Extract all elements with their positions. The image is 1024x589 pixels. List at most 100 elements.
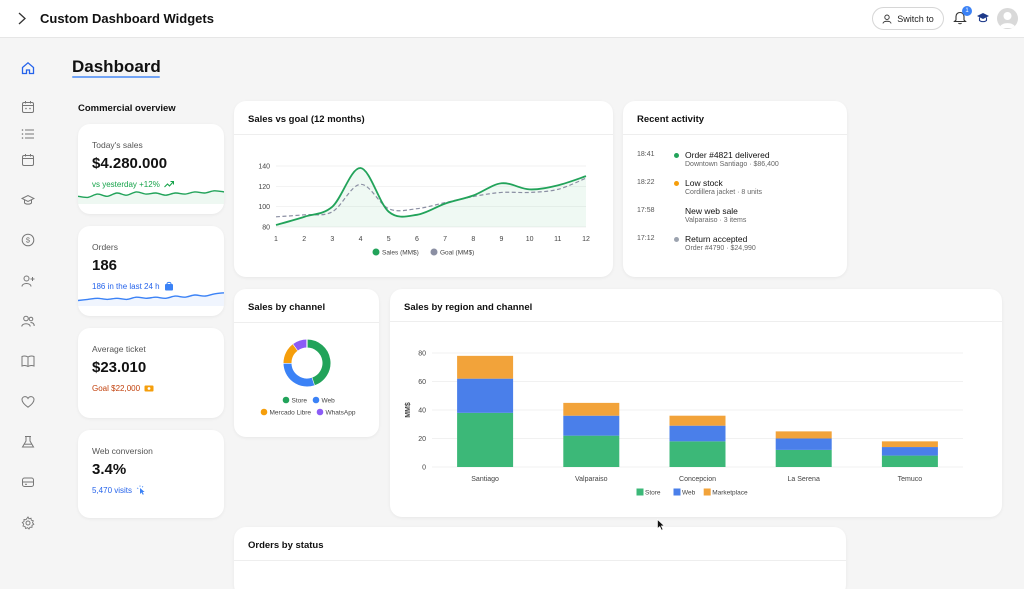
user-plus-icon[interactable]: [21, 274, 35, 288]
bar-segment: [775, 431, 832, 439]
trend-up-icon: [163, 180, 174, 188]
calendar-icon[interactable]: [21, 100, 35, 114]
legend-label: Mercado Libre: [270, 409, 312, 416]
bar-segment: [457, 412, 514, 467]
legend-marker: [282, 396, 290, 404]
gear-icon[interactable]: [21, 516, 35, 530]
top-bar: Custom Dashboard Widgets Switch to 1: [0, 0, 1024, 38]
sparkline: [78, 292, 224, 306]
sales-area: [276, 168, 586, 227]
activity-item[interactable]: 17:58 New web sale Valparaiso · 3 items: [637, 206, 837, 233]
flask-icon[interactable]: [21, 435, 35, 449]
activity-detail: Order #4790 · $24,990: [685, 245, 756, 252]
x-tick-label: 4: [359, 236, 363, 243]
y-tick-label: 100: [258, 204, 270, 211]
dollar-icon[interactable]: $: [21, 233, 35, 247]
notification-badge: 1: [962, 6, 972, 16]
activity-title: Order #4821 delivered: [685, 150, 770, 160]
kpi-label: Average ticket: [92, 344, 146, 354]
legend-label: Marketplace: [712, 490, 748, 497]
activity-item[interactable]: 18:22 Low stock Cordillera jacket · 8 un…: [637, 178, 837, 205]
sales-vs-goal-card: Sales vs goal (12 months) 80 100 120 140 1 2 3…: [234, 101, 613, 277]
y-axis-label: MM$: [405, 402, 412, 418]
sparkline: [78, 190, 224, 204]
x-tick-label: 6: [415, 236, 419, 243]
list-icon[interactable]: [21, 127, 35, 141]
bar-segment: [881, 455, 938, 467]
section-title: Commercial overview: [78, 103, 176, 114]
graduation-cap-icon[interactable]: [976, 11, 990, 25]
x-tick-label: Temuco: [898, 476, 923, 483]
shopping-bag-icon: [164, 281, 173, 291]
bar-segment: [563, 402, 620, 416]
database-icon[interactable]: [21, 475, 35, 489]
kpi-card-orders[interactable]: Orders 186 186 in the last 24 h: [78, 226, 224, 316]
activity-item[interactable]: 17:12 Return accepted Order #4790 · $24,…: [637, 234, 837, 261]
bar-segment: [457, 355, 514, 379]
legend-marker: [703, 488, 711, 496]
x-tick-label: Santiago: [471, 476, 499, 483]
kpi-sub-text: vs yesterday +12%: [92, 179, 160, 189]
kpi-card-web-conversion[interactable]: Web conversion 3.4% 5,470 visits: [78, 430, 224, 518]
kpi-sub: vs yesterday +12%: [92, 179, 174, 189]
x-tick-label: 9: [500, 236, 504, 243]
bar-segment: [881, 441, 938, 448]
activity-title: Return accepted: [685, 234, 748, 244]
graduation-cap-icon[interactable]: [21, 193, 35, 207]
calendar-alt-icon[interactable]: [21, 153, 35, 167]
legend-label: Store: [645, 490, 661, 497]
bar-segment: [775, 449, 832, 467]
x-tick-label: Valparaiso: [575, 476, 608, 483]
legend-label: WhatsApp: [326, 409, 356, 416]
users-icon[interactable]: [21, 314, 35, 328]
card-title: Sales by region and channel: [404, 302, 533, 313]
x-tick-label: 8: [471, 236, 475, 243]
legend-marker: [430, 248, 438, 256]
activity-time: 18:41: [637, 151, 655, 158]
kpi-sub: 5,470 visits: [92, 485, 146, 495]
kpi-card-todays-sales[interactable]: Today's sales $4.280.000 vs yesterday +1…: [78, 124, 224, 214]
sidebar-toggle-icon[interactable]: [17, 12, 27, 25]
kpi-card-average-ticket[interactable]: Average ticket $23.010 Goal $22,000: [78, 328, 224, 418]
kpi-sub: 186 in the last 24 h: [92, 281, 174, 291]
bar-segment: [669, 441, 726, 467]
legend-label: Goal (MM$): [440, 250, 474, 257]
divider: [234, 322, 379, 323]
y-tick-label: 80: [418, 351, 426, 358]
pie-slice: [283, 343, 299, 364]
switch-to-button[interactable]: Switch to: [872, 7, 944, 30]
y-tick-label: 60: [418, 379, 426, 386]
activity-detail: Cordillera jacket · 8 units: [685, 189, 763, 196]
x-tick-label: 12: [582, 236, 590, 243]
bell-icon[interactable]: [953, 10, 967, 25]
activity-item[interactable]: 18:41 Order #4821 delivered Downtown San…: [637, 150, 837, 177]
page-title-underline: [72, 76, 160, 78]
sales-by-region-chart: 0 20 40 60 80 MM$ Santiago Valparaiso Concepcion…: [405, 351, 963, 497]
activity-time: 17:58: [637, 207, 655, 214]
goal-line: [275, 177, 587, 218]
card-title: Sales by channel: [248, 302, 326, 313]
sales-by-channel-card: Sales by channel Store Web Mercado Libre Wh…: [234, 289, 379, 437]
user-icon: [882, 14, 892, 24]
heart-icon[interactable]: [21, 395, 35, 409]
card-title: Recent activity: [637, 114, 705, 125]
avatar[interactable]: [997, 8, 1018, 29]
legend-label: Web: [682, 490, 696, 497]
book-icon[interactable]: [21, 354, 35, 368]
sparkline-line: [78, 190, 224, 199]
kpi-sub-text: Goal $22,000: [92, 383, 141, 393]
bar-segment: [563, 435, 620, 467]
switch-to-label: Switch to: [897, 13, 934, 24]
x-tick-label: La Serena: [788, 476, 820, 483]
bar-segment: [457, 378, 514, 413]
legend-marker: [673, 488, 681, 496]
recent-activity-card: Recent activity 18:41 Order #4821 delive…: [623, 101, 847, 277]
sales-by-region-card: Sales by region and channel 0 20 40 60 80 MM$…: [390, 289, 1002, 517]
divider: [390, 321, 1002, 322]
status-dot: [674, 181, 679, 186]
kpi-sub-text: 5,470 visits: [92, 485, 133, 495]
legend-label: Store: [292, 397, 308, 404]
legend-label: Web: [322, 397, 336, 404]
home-icon[interactable]: [21, 61, 35, 75]
kpi-label: Orders: [92, 242, 118, 252]
